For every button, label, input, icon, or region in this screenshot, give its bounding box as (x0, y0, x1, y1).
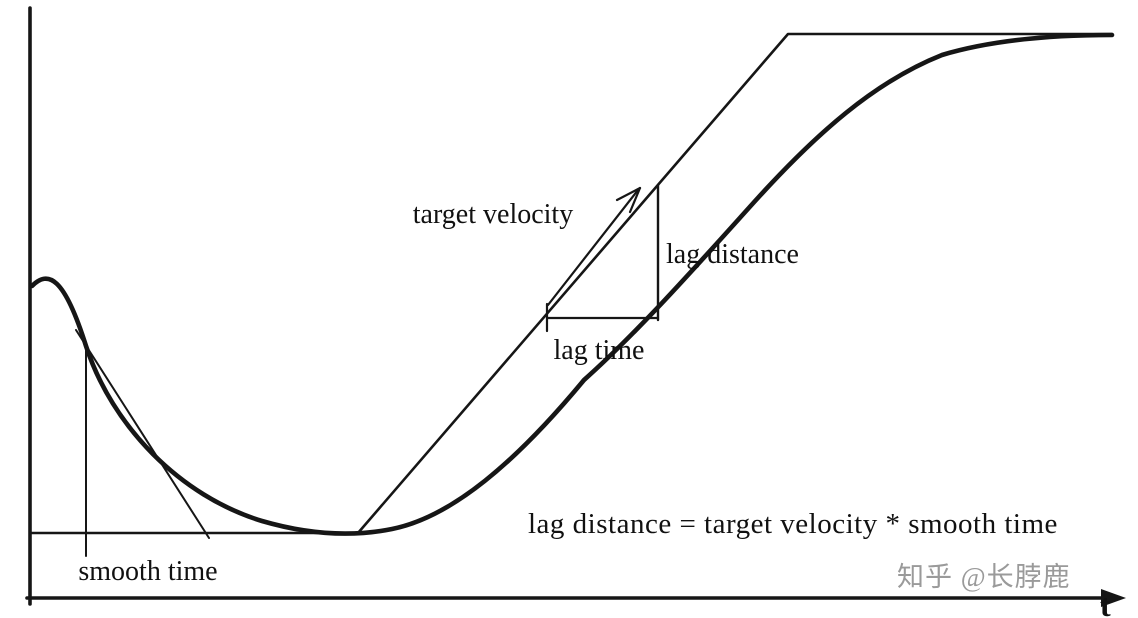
smooth-time-label: smooth time (78, 556, 217, 587)
x-axis-arrowhead-icon (1101, 589, 1126, 607)
watermark: 知乎 @长脖鹿 (897, 562, 1071, 592)
lag-time-label: lag time (554, 335, 645, 366)
target-velocity-arrow-shaft (546, 188, 640, 307)
smoothed-curve (29, 32, 1115, 536)
target-velocity-arrowhead-icon (628, 186, 642, 214)
target-velocity-arrowhead-icon (615, 186, 642, 202)
x-axis-title: t (1100, 587, 1111, 618)
target-velocity-label: target velocity (413, 199, 573, 230)
smooth-time-tangent-line (75, 329, 210, 539)
lag-distance-label: lag distance (666, 239, 799, 270)
target-ramp-line (28, 32, 1114, 535)
formula-label: lag distance = target velocity * smooth … (528, 508, 1058, 540)
